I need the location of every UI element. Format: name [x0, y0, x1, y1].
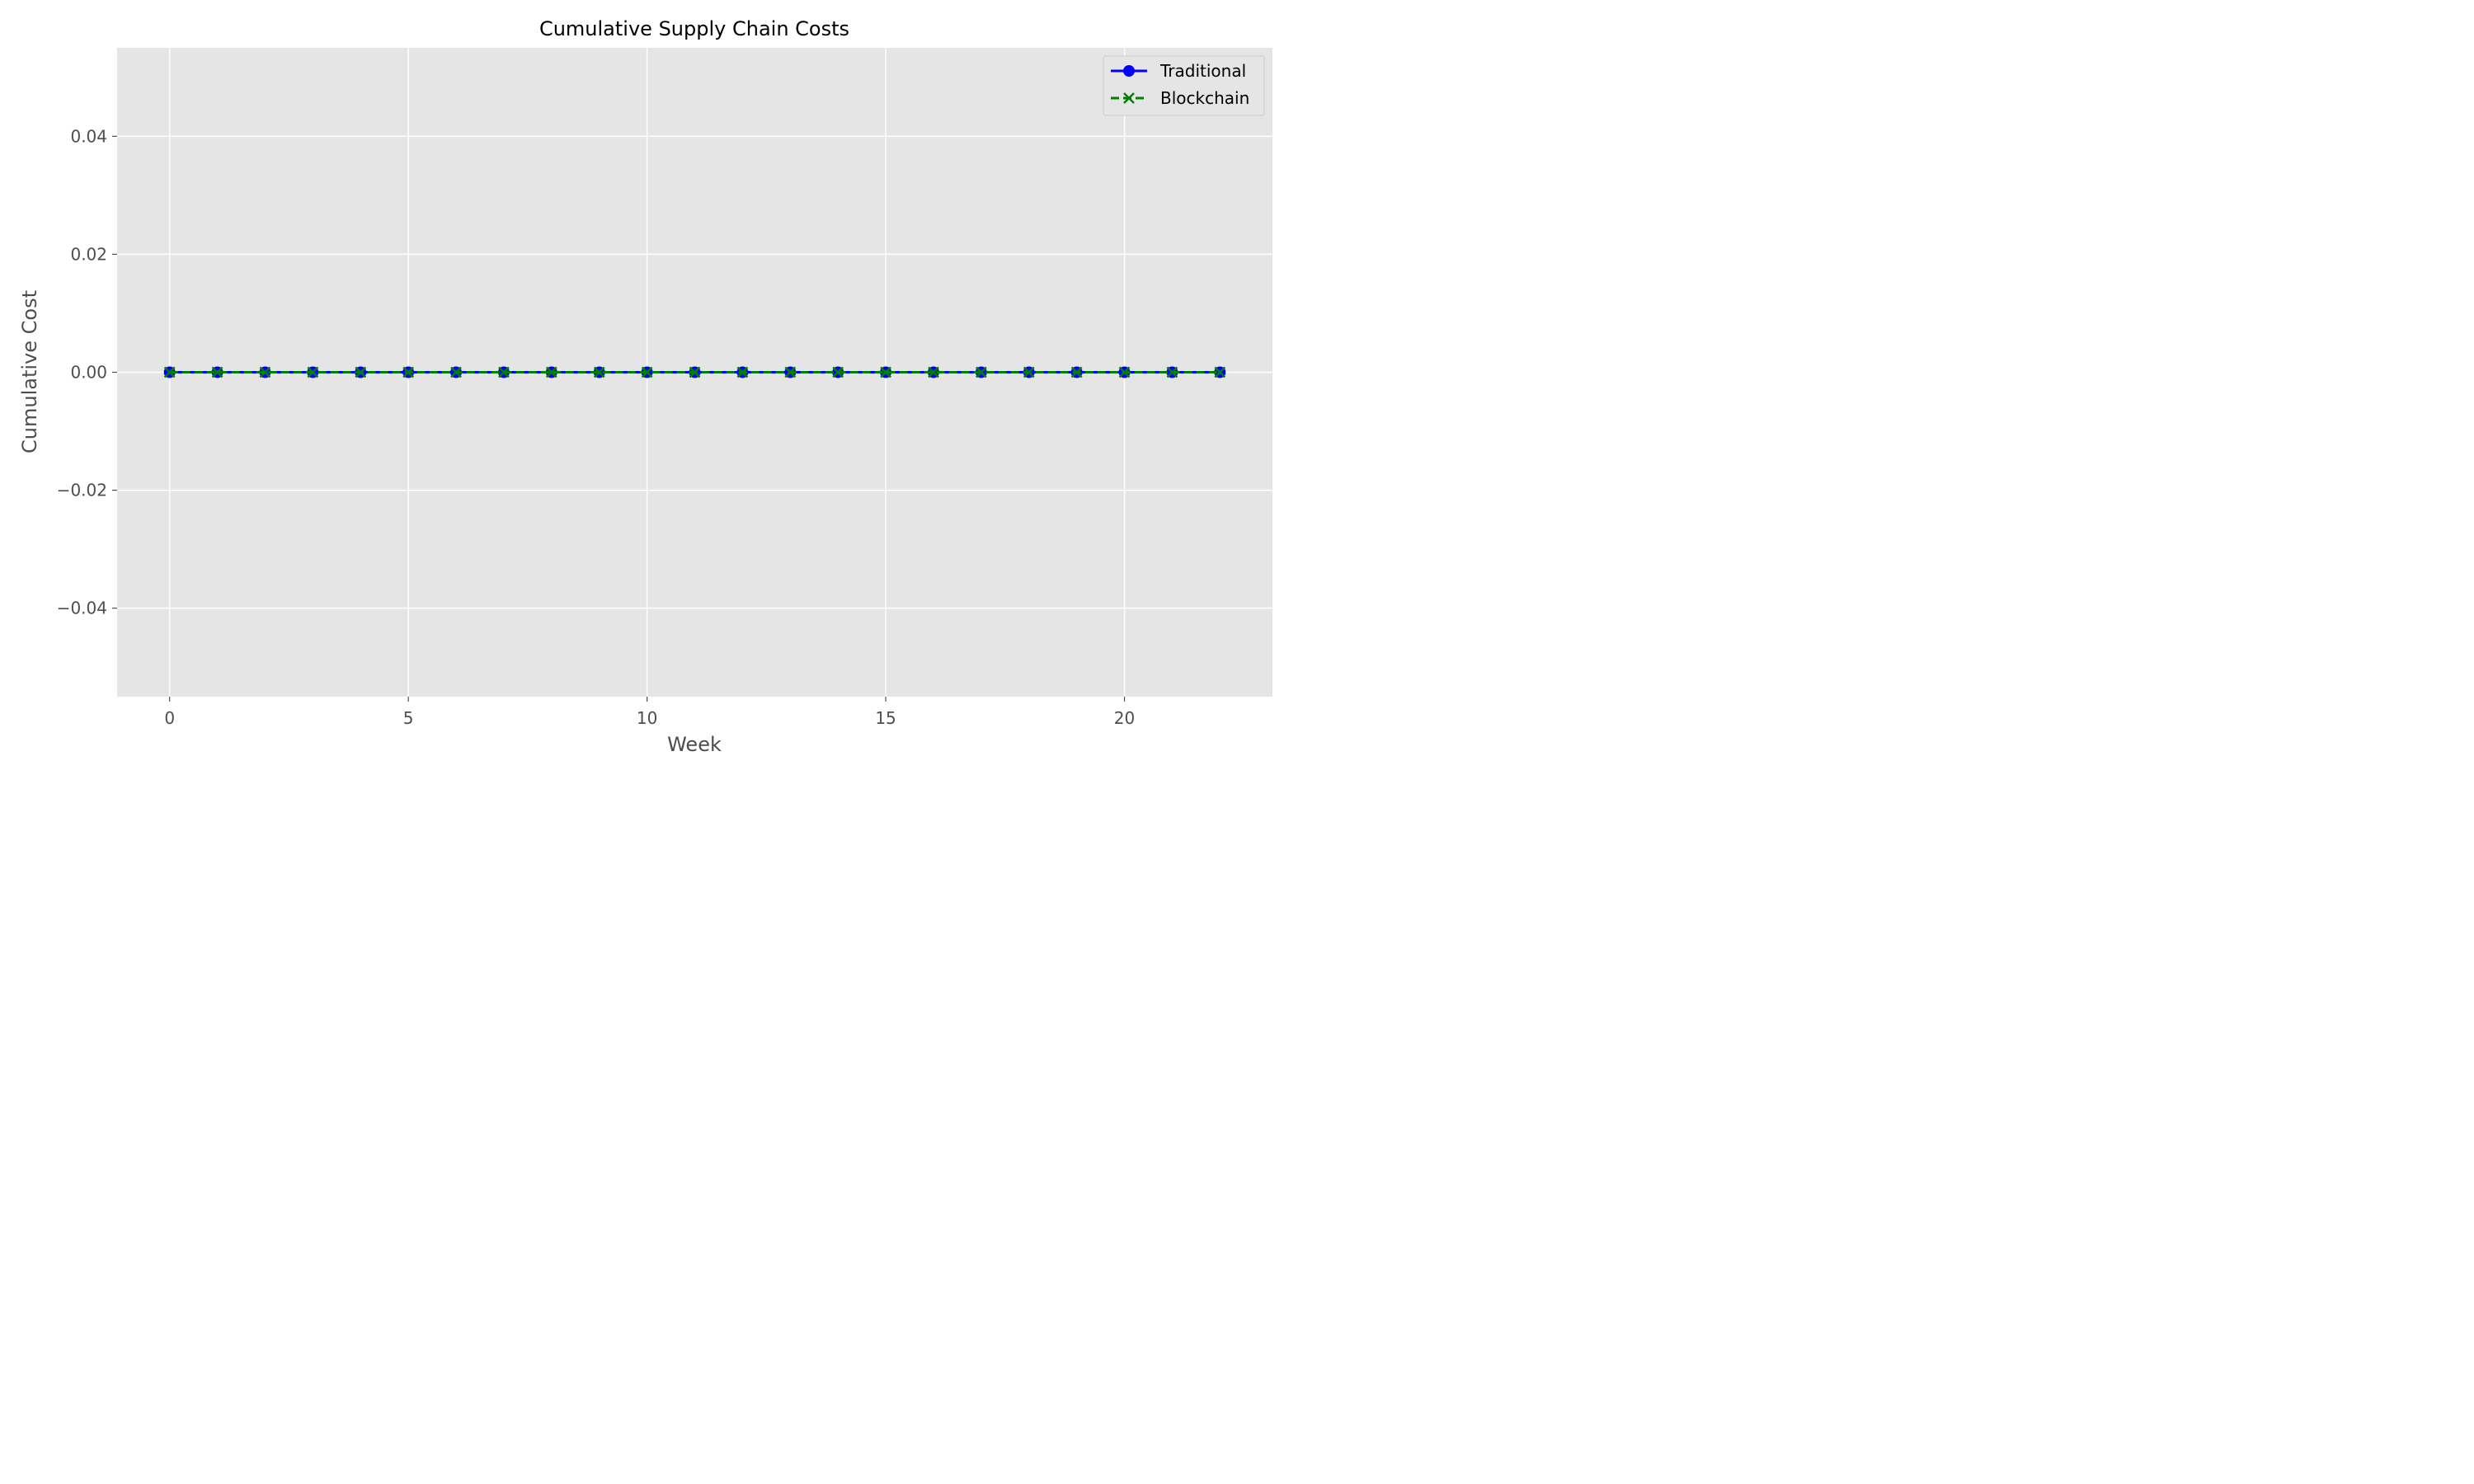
point-blockchain	[1070, 366, 1083, 378]
y-axis-label: Cumulative Cost	[18, 290, 41, 453]
x-tick-label: 10	[637, 708, 657, 728]
chart-title: Cumulative Supply Chain Costs	[539, 17, 849, 40]
point-blockchain	[450, 366, 462, 378]
point-blockchain	[545, 366, 557, 378]
y-tick-label: 0.02	[70, 244, 107, 264]
point-blockchain	[880, 366, 891, 378]
x-tick-label: 20	[1114, 708, 1135, 728]
point-blockchain	[355, 366, 367, 378]
legend-blockchain-marker	[1123, 92, 1135, 104]
legend-traditional-label: Traditional	[1159, 61, 1246, 81]
legend-traditional-marker	[1123, 65, 1135, 77]
point-blockchain	[1118, 366, 1131, 378]
point-blockchain	[1214, 366, 1226, 378]
y-tick-label: −0.02	[57, 481, 107, 500]
line-chart: 0 5 10 15 20 0.04 0.02 0.00 −0.02 −0.04 Cumulati…	[0, 0, 1293, 776]
point-blockchain	[975, 366, 987, 378]
point-blockchain	[784, 366, 797, 378]
point-blockchain	[307, 366, 319, 378]
x-tick-label: 5	[403, 708, 414, 728]
y-tick-label: −0.04	[57, 599, 107, 618]
x-axis-label: Week	[667, 733, 722, 756]
y-tick-label: 0.00	[70, 363, 107, 383]
point-blockchain	[928, 366, 939, 378]
point-blockchain	[1023, 366, 1035, 378]
x-tick-label: 15	[875, 708, 896, 728]
point-blockchain	[1166, 366, 1178, 378]
point-blockchain	[689, 366, 701, 378]
series-layer	[163, 366, 1226, 378]
point-blockchain	[498, 366, 510, 378]
point-blockchain	[163, 366, 176, 378]
legend-blockchain-label: Blockchain	[1160, 88, 1249, 108]
y-tick-label: 0.04	[70, 126, 107, 146]
point-blockchain	[832, 366, 844, 378]
legend: Traditional Blockchain	[1103, 55, 1265, 116]
point-blockchain	[259, 366, 271, 378]
point-blockchain	[593, 366, 605, 378]
x-axis-ticks: 0 5 10 15 20	[164, 697, 1135, 728]
legend-x-marker	[1123, 92, 1135, 104]
point-blockchain	[641, 366, 653, 378]
point-blockchain	[402, 366, 415, 378]
y-axis-ticks: 0.04 0.02 0.00 −0.02 −0.04	[57, 126, 117, 618]
x-tick-label: 0	[164, 708, 175, 728]
point-blockchain	[736, 366, 749, 378]
point-blockchain	[211, 366, 223, 378]
